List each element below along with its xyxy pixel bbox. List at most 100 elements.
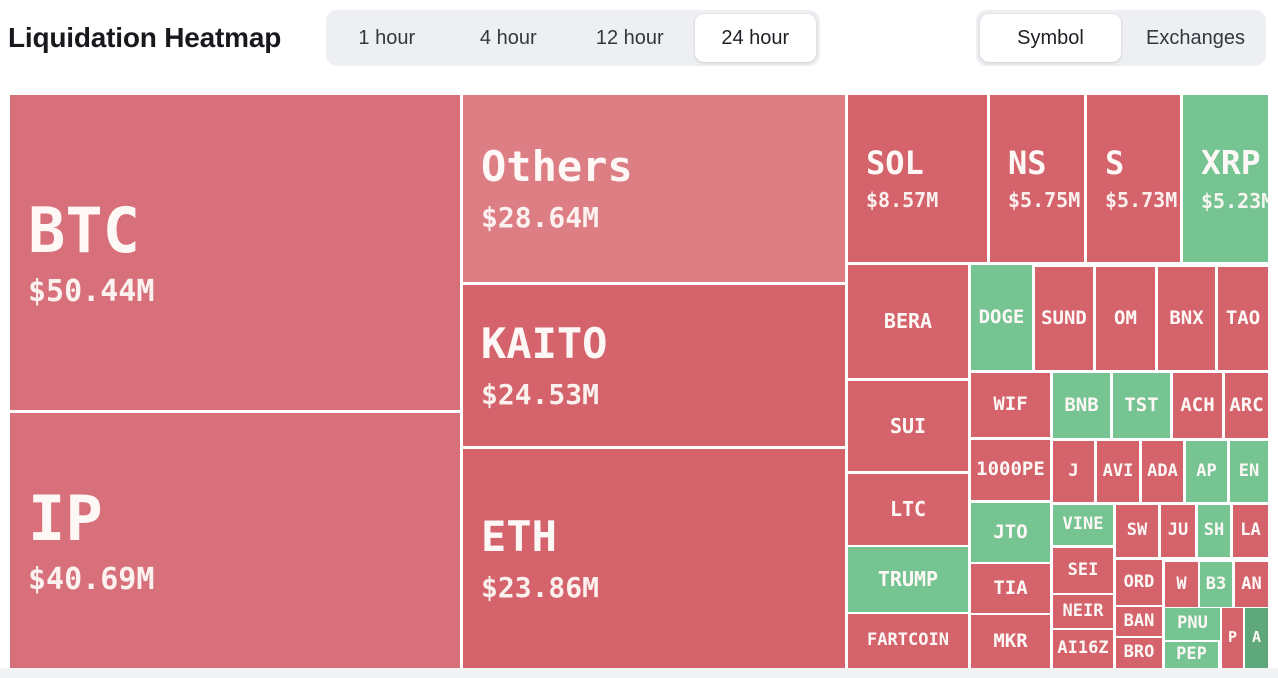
treemap-cell-p[interactable]: P [1222, 608, 1243, 668]
cell-symbol: A [1251, 628, 1262, 647]
cell-symbol: AN [1241, 573, 1262, 594]
treemap-bottom-margin [0, 668, 1278, 678]
cell-value: $24.53M [481, 377, 600, 411]
cell-symbol: S [1105, 143, 1125, 182]
treemap-cell-1000pe[interactable]: 1000PE [971, 440, 1050, 500]
cell-symbol: XRP [1201, 143, 1261, 183]
treemap-cell-doge[interactable]: DOGE [971, 265, 1032, 370]
view-toggle-tabs: Symbol Exchanges [976, 10, 1266, 66]
treemap-cell-mkr[interactable]: MKR [971, 615, 1050, 668]
treemap-cell-tao[interactable]: TAO [1218, 267, 1268, 370]
treemap-cell-ban[interactable]: BAN [1116, 607, 1162, 636]
treemap-cell-ach[interactable]: ACH [1173, 373, 1222, 438]
cell-symbol: BAN [1123, 610, 1155, 631]
treemap-cell-neir[interactable]: NEIR [1053, 595, 1113, 628]
treemap-cell-ju[interactable]: JU [1161, 505, 1195, 557]
treemap-cell-bro[interactable]: BRO [1116, 638, 1162, 668]
treemap-cell-trump[interactable]: TRUMP [848, 547, 968, 612]
cell-symbol: JTO [993, 520, 1028, 543]
treemap-cell-a[interactable]: A [1245, 608, 1268, 668]
cell-symbol: Others [481, 142, 633, 192]
cell-value: $40.69M [28, 562, 155, 598]
cell-symbol: PNU [1177, 613, 1208, 634]
header-bar: Liquidation Heatmap 1 hour 4 hour 12 hour 2… [0, 0, 1278, 90]
cell-symbol: SH [1203, 520, 1225, 541]
cell-symbol: TAO [1225, 306, 1261, 329]
treemap-cell-ip[interactable]: IP $40.69M [10, 413, 460, 668]
treemap-cell-kaito[interactable]: KAITO $24.53M [463, 285, 845, 446]
treemap-cell-om[interactable]: OM [1096, 267, 1155, 370]
cell-symbol: BRO [1123, 642, 1155, 663]
page-title: Liquidation Heatmap [8, 22, 282, 53]
cell-symbol: W [1176, 573, 1187, 594]
treemap-cell-ns[interactable]: NS $5.75M [990, 95, 1084, 262]
treemap-cell-jto[interactable]: JTO [971, 503, 1050, 562]
cell-value: $8.57M [866, 188, 939, 213]
cell-value: $5.73M [1105, 188, 1178, 213]
treemap-cell-j[interactable]: J [1053, 441, 1094, 502]
cell-symbol: TST [1124, 393, 1159, 416]
treemap-cell-xrp[interactable]: XRP $5.23M [1183, 95, 1268, 262]
cell-symbol: TIA [993, 576, 1028, 599]
treemap-cell-w[interactable]: W [1165, 562, 1198, 607]
treemap-cell-bera[interactable]: BERA [848, 265, 968, 378]
time-range-tabs: 1 hour 4 hour 12 hour 24 hour [326, 10, 820, 66]
tab-24-hour[interactable]: 24 hour [694, 14, 816, 62]
cell-symbol: SUND [1041, 306, 1087, 329]
treemap-cell-ltc[interactable]: LTC [848, 474, 968, 545]
treemap-cell-ai16z[interactable]: AI16Z [1053, 630, 1113, 668]
treemap-cell-sei[interactable]: SEI [1053, 548, 1113, 593]
cell-symbol: BNX [1169, 306, 1204, 329]
treemap-cell-ord[interactable]: ORD [1116, 560, 1162, 605]
cell-symbol: P [1227, 628, 1238, 647]
cell-symbol: BTC [28, 193, 140, 267]
treemap-cell-vine[interactable]: VINE [1053, 505, 1113, 545]
cell-symbol: J [1068, 460, 1079, 481]
treemap-cell-tia[interactable]: TIA [971, 564, 1050, 613]
treemap-cell-bnb[interactable]: BNB [1053, 373, 1110, 438]
cell-symbol: LA [1240, 520, 1261, 541]
treemap-cell-bnx[interactable]: BNX [1158, 267, 1215, 370]
treemap-cell-arc[interactable]: ARC [1225, 373, 1268, 438]
treemap-cell-sui[interactable]: SUI [848, 381, 968, 471]
cell-symbol: MKR [993, 629, 1028, 652]
treemap-cell-wif[interactable]: WIF [971, 373, 1050, 437]
treemap-cell-la[interactable]: LA [1233, 505, 1268, 557]
cell-value: $23.86M [481, 570, 600, 604]
treemap-cell-ada[interactable]: ADA [1142, 441, 1183, 502]
treemap-cell-avi[interactable]: AVI [1097, 441, 1139, 502]
cell-symbol: FARTCOIN [867, 630, 949, 651]
treemap-cell-sund[interactable]: SUND [1035, 267, 1093, 370]
cell-symbol: ARC [1229, 393, 1264, 416]
toggle-exchanges[interactable]: Exchanges [1146, 26, 1245, 49]
treemap-cell-eth[interactable]: ETH $23.86M [463, 449, 845, 668]
cell-symbol: SOL [866, 143, 924, 182]
treemap-cell-fartcoin[interactable]: FARTCOIN [848, 614, 968, 668]
treemap-cell-btc[interactable]: BTC $50.44M [10, 95, 460, 410]
treemap-cell-b3[interactable]: B3 [1200, 562, 1232, 607]
cell-symbol: AVI [1102, 460, 1134, 481]
treemap-cell-en[interactable]: EN [1230, 441, 1268, 502]
cell-symbol: LTC [889, 497, 927, 521]
treemap-cell-pep[interactable]: PEP [1165, 642, 1218, 668]
treemap-cell-sh[interactable]: SH [1198, 505, 1230, 557]
toggle-symbol[interactable]: Symbol [980, 14, 1121, 62]
treemap-cell-sw[interactable]: SW [1116, 505, 1158, 557]
cell-symbol: NS [1008, 143, 1047, 182]
treemap-cell-others[interactable]: Others $28.64M [463, 95, 845, 282]
tab-1-hour[interactable]: 1 hour [358, 26, 416, 49]
cell-symbol: SUI [889, 413, 927, 438]
treemap-cell-pnu[interactable]: PNU [1165, 608, 1220, 640]
tab-4-hour[interactable]: 4 hour [479, 26, 537, 49]
tab-12-hour[interactable]: 12 hour [595, 26, 664, 49]
cell-symbol: JU [1167, 520, 1189, 541]
treemap-cell-tst[interactable]: TST [1113, 373, 1170, 438]
cell-symbol: SEI [1067, 559, 1099, 580]
treemap-cell-s[interactable]: S $5.73M [1087, 95, 1180, 262]
cell-symbol: SW [1126, 520, 1148, 541]
cell-symbol: ORD [1123, 571, 1155, 592]
treemap-cell-ap[interactable]: AP [1186, 441, 1227, 502]
treemap-cell-sol[interactable]: SOL $8.57M [848, 95, 987, 262]
treemap-cell-an[interactable]: AN [1235, 562, 1268, 607]
